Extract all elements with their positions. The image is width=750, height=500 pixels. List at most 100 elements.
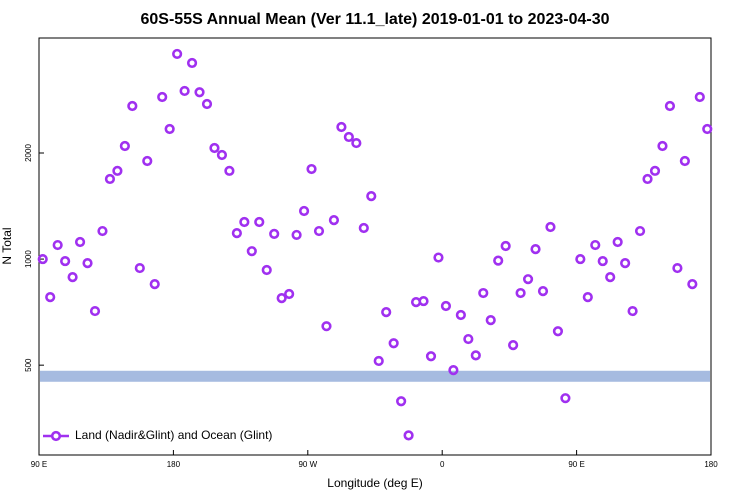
point	[343, 131, 354, 143]
legend-label: Land (Nadir&Glint) and Ocean (Glint)	[75, 428, 272, 442]
point	[440, 300, 452, 312]
point	[515, 287, 526, 299]
x-tick-label: 0	[440, 460, 445, 469]
point	[209, 142, 220, 154]
point	[313, 225, 325, 237]
point	[261, 264, 272, 276]
point	[605, 271, 616, 283]
point	[627, 305, 638, 317]
point	[620, 258, 631, 269]
point	[649, 165, 661, 176]
point	[657, 140, 668, 152]
point	[425, 351, 437, 362]
point	[172, 48, 183, 60]
point	[142, 155, 153, 167]
point	[575, 253, 586, 265]
point	[463, 333, 474, 345]
point	[276, 292, 287, 304]
point	[239, 216, 250, 228]
point	[269, 228, 280, 239]
point	[582, 292, 593, 303]
point	[388, 338, 399, 349]
x-tick-label: 180	[704, 460, 718, 469]
point	[336, 121, 347, 133]
point	[679, 155, 690, 167]
point	[694, 91, 705, 103]
point	[246, 246, 257, 257]
point	[672, 262, 683, 274]
point	[60, 255, 71, 267]
point	[216, 149, 228, 161]
point	[179, 85, 190, 97]
point	[186, 57, 198, 69]
point	[687, 279, 698, 290]
point	[82, 258, 93, 269]
point	[642, 173, 653, 185]
point	[485, 315, 496, 326]
point	[396, 396, 407, 407]
point	[74, 236, 86, 248]
point	[508, 340, 519, 351]
point	[403, 430, 414, 441]
y-axis-label: N Total	[0, 227, 14, 264]
point	[284, 288, 295, 300]
point	[664, 100, 676, 112]
plot-frame	[38, 37, 712, 456]
point	[634, 225, 646, 237]
point	[37, 253, 48, 265]
point	[552, 326, 564, 337]
reference-band	[40, 370, 710, 382]
point	[478, 287, 489, 299]
point	[433, 252, 444, 263]
point	[201, 98, 213, 110]
point	[164, 123, 175, 135]
point	[45, 292, 56, 303]
point	[418, 295, 429, 307]
point	[493, 255, 504, 266]
point	[291, 229, 302, 241]
x-axis-label: Longitude (deg E)	[327, 476, 422, 490]
point	[194, 87, 205, 98]
y-tick-label: 1000	[24, 250, 33, 268]
point	[157, 91, 168, 103]
point	[89, 305, 101, 317]
point	[149, 279, 160, 290]
point	[448, 365, 459, 376]
point	[612, 236, 623, 248]
point	[298, 205, 310, 217]
point	[597, 255, 608, 267]
point	[500, 240, 511, 252]
point	[67, 271, 78, 283]
point	[306, 163, 317, 175]
point	[455, 309, 466, 321]
x-tick-label: 90 E	[31, 460, 47, 469]
chart-title: 60S-55S Annual Mean (Ver 11.1_late) 2019…	[141, 11, 610, 28]
point	[381, 307, 392, 318]
x-tick-label: 90 W	[298, 460, 317, 469]
point	[522, 274, 534, 285]
point	[119, 140, 130, 152]
point	[254, 216, 265, 228]
y-tick-label: 500	[24, 358, 33, 372]
x-tick-label: 90 E	[568, 460, 584, 469]
point	[104, 173, 116, 185]
point	[366, 191, 377, 202]
point	[373, 355, 384, 367]
point	[224, 165, 235, 176]
point	[231, 228, 242, 239]
legend-marker	[50, 430, 62, 442]
point	[537, 286, 549, 297]
point	[328, 215, 340, 226]
point	[97, 225, 108, 237]
point	[112, 165, 123, 176]
point	[358, 222, 369, 234]
point	[52, 239, 63, 251]
point	[470, 350, 481, 361]
point	[321, 321, 332, 332]
point	[351, 137, 362, 149]
point	[530, 244, 541, 255]
point	[545, 221, 556, 233]
x-tick-label: 180	[167, 460, 181, 469]
